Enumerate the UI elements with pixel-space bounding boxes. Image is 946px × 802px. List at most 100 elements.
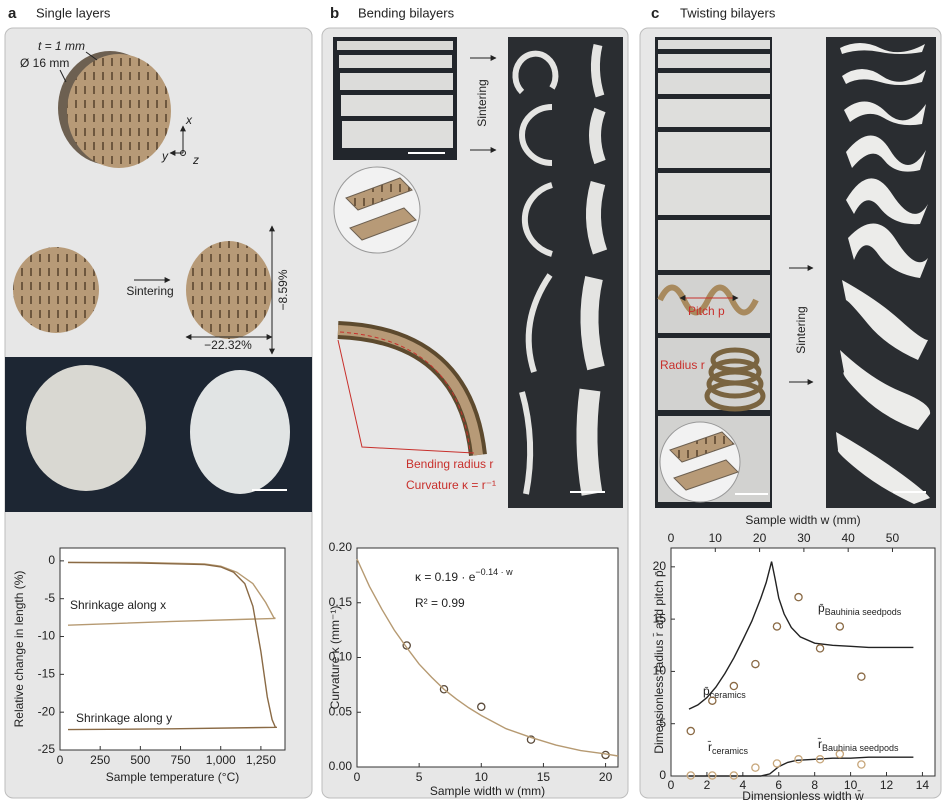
data-point — [794, 755, 803, 764]
strip — [658, 99, 770, 127]
decoration — [580, 276, 605, 371]
label: Sintering — [475, 79, 489, 126]
label: Curvature κ = r⁻¹ — [406, 478, 496, 492]
data-point — [686, 771, 696, 780]
x2-axis-title: Sample width w (mm) — [745, 513, 860, 527]
data-point — [794, 592, 803, 602]
radius-line — [337, 339, 475, 454]
series-label-sub: ceramics — [710, 690, 747, 700]
x-tick-label: 15 — [537, 770, 551, 784]
y-tick-label: -5 — [44, 591, 55, 605]
series-label: r̄ceramics — [707, 740, 748, 756]
label: Radius r — [660, 358, 705, 372]
decoration — [844, 101, 926, 126]
strip — [341, 95, 453, 116]
axis-name: y — [161, 149, 169, 163]
strip — [658, 40, 770, 49]
x2-tick-label: 20 — [753, 531, 767, 545]
annotation-main: R² = 0.99 — [415, 596, 465, 610]
data-point — [439, 685, 449, 694]
y-axis-title: Curvature κ (mm⁻¹) — [328, 606, 342, 710]
label: t = 1 mm — [38, 39, 85, 53]
series-line — [356, 558, 619, 757]
series-line — [689, 756, 914, 777]
data-point — [835, 749, 845, 759]
panel-title: Twisting bilayers — [680, 5, 776, 20]
bilayer-icon — [345, 177, 413, 211]
decoration — [521, 182, 553, 257]
label: Pitch p — [688, 304, 725, 318]
label: Ø 16 mm — [20, 56, 69, 70]
decoration — [512, 50, 559, 95]
data-point — [686, 726, 696, 736]
x-tick-label: 4 — [739, 778, 746, 792]
annotation: R² = 0.99 — [415, 596, 465, 610]
decoration — [846, 135, 926, 172]
panel-title: Single layers — [36, 5, 111, 20]
decoration — [519, 391, 534, 495]
x-tick-label: 10 — [475, 770, 489, 784]
y-axis-title: Dimensionless radius r̄ and pitch p̄ — [652, 570, 666, 754]
data-point — [477, 702, 486, 712]
data-point — [708, 696, 717, 705]
leader — [85, 51, 98, 61]
disk — [186, 241, 272, 339]
data-point — [751, 659, 760, 669]
plot-frame — [670, 547, 936, 777]
strip — [339, 55, 452, 68]
y-tick-label: 15 — [653, 611, 667, 625]
strip — [337, 41, 453, 50]
y-tick-label: 0 — [48, 553, 55, 567]
decoration — [585, 180, 608, 255]
label: −22.32% — [204, 338, 252, 352]
x2-tick-label: 50 — [886, 531, 900, 545]
x-tick-label: 250 — [90, 753, 110, 767]
x-tick-label: 0 — [57, 753, 64, 767]
decoration — [842, 69, 926, 85]
x-tick-label: 12 — [880, 778, 894, 792]
strip — [658, 73, 770, 94]
radius-arc — [339, 331, 471, 453]
y-tick-label: 5 — [659, 716, 666, 730]
y-tick-label: 0.15 — [329, 595, 353, 609]
charts: 0 250 500 750 1,000 1,2500-5-10-15-20-25Sampl… — [12, 513, 936, 802]
x-tick-label: 20 — [599, 770, 613, 784]
series-label: Shrinkage along x — [70, 598, 166, 612]
y-tick-label: 10 — [653, 664, 667, 678]
x2-tick-label: 0 — [668, 531, 675, 545]
y-tick-label: 0.10 — [329, 650, 353, 664]
x-tick-label: 0 — [354, 770, 361, 784]
series-line — [67, 561, 278, 731]
decoration — [842, 280, 928, 360]
bilayer-icon — [673, 459, 739, 491]
y-tick-label: -25 — [38, 742, 56, 756]
plot-frame — [356, 547, 619, 768]
data-point — [526, 735, 536, 744]
disk — [13, 247, 99, 333]
x-axis-title: Sample width w (mm) — [430, 784, 545, 798]
x-tick-label: 5 — [416, 770, 423, 784]
series-label: p̄Bauhinia seedpods — [818, 601, 902, 617]
data-point — [815, 755, 825, 764]
x-tick-label: 750 — [171, 753, 191, 767]
y-tick-label: 0.20 — [329, 540, 353, 554]
x-tick-label: 8 — [811, 778, 818, 792]
decoration — [836, 432, 930, 504]
label: Bending radius r — [406, 457, 493, 471]
data-point — [857, 760, 866, 769]
y-tick-label: 0.05 — [329, 704, 353, 718]
x-axis-title: Dimensionless width w̄ — [742, 789, 864, 802]
strip — [658, 173, 770, 215]
annotation-main: κ = 0.19 · e — [415, 570, 476, 584]
panel-letter: b — [330, 5, 339, 22]
data-point — [402, 641, 411, 650]
data-point — [708, 771, 717, 780]
bilayer-icon — [349, 207, 417, 241]
series-label: p̄ceramics — [703, 684, 746, 700]
decoration — [840, 350, 931, 430]
series-label: r̄Bauhinia seedpods — [817, 737, 899, 753]
y-axis-title: Relative change in length (%) — [12, 571, 26, 728]
y-tick-label: 0.00 — [329, 759, 353, 773]
x-tick-label: 500 — [130, 753, 150, 767]
x-axis-title: Sample temperature (°C) — [106, 770, 240, 784]
